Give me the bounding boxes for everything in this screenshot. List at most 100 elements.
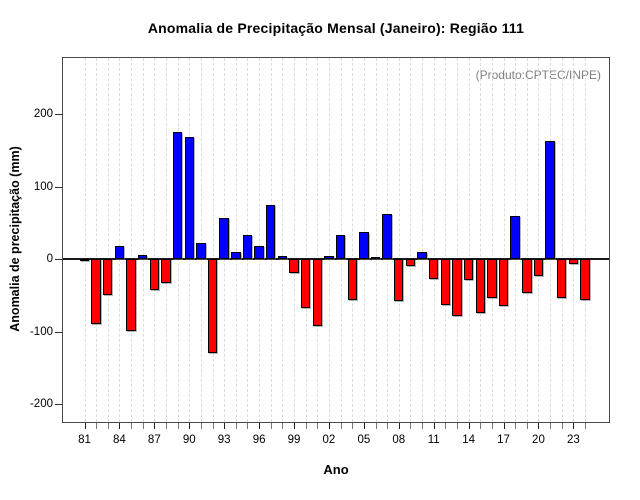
x-tick-label: 96 bbox=[252, 434, 266, 446]
bar-1998 bbox=[277, 255, 288, 260]
bar-2010 bbox=[417, 251, 427, 260]
bar-2009 bbox=[405, 259, 416, 266]
year-gridline bbox=[503, 58, 505, 422]
year-gridline bbox=[305, 58, 307, 422]
y-tick bbox=[55, 114, 62, 116]
year-gridline bbox=[468, 58, 470, 422]
x-tick bbox=[398, 423, 400, 429]
x-tick bbox=[410, 423, 412, 429]
bar-1999 bbox=[289, 259, 299, 273]
bar-2024 bbox=[580, 259, 590, 300]
y-tick bbox=[55, 186, 62, 188]
x-tick bbox=[585, 423, 587, 429]
year-gridline bbox=[294, 58, 296, 422]
year-gridline bbox=[445, 58, 447, 422]
x-tick bbox=[573, 423, 575, 429]
bar-1991 bbox=[196, 243, 206, 260]
x-tick-label: 23 bbox=[566, 434, 580, 446]
year-gridline bbox=[96, 58, 98, 422]
bar-2012 bbox=[440, 259, 451, 305]
x-tick bbox=[247, 423, 249, 429]
year-gridline bbox=[352, 58, 354, 422]
bar-2014 bbox=[463, 259, 474, 281]
x-tick bbox=[235, 423, 237, 429]
x-tick bbox=[154, 423, 156, 429]
bar-1987 bbox=[149, 259, 160, 290]
x-tick bbox=[387, 423, 389, 429]
x-tick bbox=[422, 423, 424, 429]
year-gridline bbox=[259, 58, 261, 422]
bar-1990 bbox=[184, 136, 194, 260]
bar-2004 bbox=[347, 259, 357, 301]
x-tick-label: 84 bbox=[113, 434, 126, 446]
x-tick bbox=[305, 423, 307, 429]
bar-1996 bbox=[254, 246, 264, 260]
x-tick-label: 90 bbox=[182, 434, 196, 446]
bar-2003 bbox=[335, 234, 346, 260]
x-tick bbox=[491, 423, 493, 429]
bar-2018 bbox=[510, 215, 520, 260]
x-tick-label: 93 bbox=[217, 434, 231, 446]
x-tick-label: 05 bbox=[357, 434, 371, 446]
bar-1984 bbox=[114, 246, 125, 260]
x-tick bbox=[107, 423, 109, 429]
x-tick-label: 11 bbox=[427, 434, 440, 446]
year-gridline bbox=[200, 58, 202, 422]
x-tick bbox=[433, 423, 435, 429]
bar-1988 bbox=[161, 259, 171, 284]
y-tick bbox=[55, 403, 62, 405]
year-gridline bbox=[317, 58, 319, 422]
year-gridline bbox=[142, 58, 144, 422]
bar-1995 bbox=[242, 234, 253, 260]
year-gridline bbox=[538, 58, 540, 422]
bar-1986 bbox=[138, 254, 148, 260]
year-gridline bbox=[480, 58, 482, 422]
x-tick bbox=[189, 423, 191, 429]
x-tick bbox=[131, 423, 133, 429]
bar-2008 bbox=[394, 259, 404, 302]
x-tick bbox=[375, 423, 377, 429]
x-axis-label: Ano bbox=[323, 462, 349, 477]
x-tick bbox=[270, 423, 272, 429]
bar-1994 bbox=[231, 251, 241, 260]
x-tick bbox=[317, 423, 319, 429]
bar-2015 bbox=[475, 259, 485, 314]
bar-1989 bbox=[172, 131, 183, 260]
x-tick-label: 08 bbox=[392, 434, 406, 446]
year-gridline bbox=[131, 58, 133, 422]
year-gridline bbox=[282, 58, 284, 422]
y-tick-label: 100 bbox=[33, 180, 53, 193]
x-tick bbox=[445, 423, 447, 429]
x-tick bbox=[119, 423, 121, 429]
bar-2023 bbox=[568, 259, 579, 265]
year-gridline bbox=[235, 58, 237, 422]
x-tick bbox=[328, 423, 330, 429]
x-tick bbox=[200, 423, 202, 429]
y-tick-label: 200 bbox=[33, 108, 53, 121]
bar-2020 bbox=[533, 259, 544, 276]
x-tick bbox=[282, 423, 284, 429]
x-tick-label: 81 bbox=[78, 434, 91, 446]
year-gridline bbox=[456, 58, 458, 422]
x-tick-label: 99 bbox=[287, 434, 301, 446]
bar-2017 bbox=[498, 259, 509, 307]
year-gridline bbox=[422, 58, 424, 422]
year-gridline bbox=[119, 58, 121, 422]
x-tick bbox=[456, 423, 458, 429]
year-gridline bbox=[573, 58, 575, 422]
x-tick bbox=[294, 423, 296, 429]
x-tick bbox=[352, 423, 354, 429]
x-tick bbox=[561, 423, 563, 429]
year-gridline bbox=[398, 58, 400, 422]
bar-1997 bbox=[266, 204, 276, 260]
year-gridline bbox=[212, 58, 214, 422]
bar-2007 bbox=[382, 214, 392, 260]
x-tick-label: 20 bbox=[532, 434, 545, 446]
year-gridline bbox=[561, 58, 563, 422]
zero-line bbox=[63, 258, 609, 261]
x-tick-label: 02 bbox=[322, 434, 336, 446]
y-tick-label: 0 bbox=[46, 253, 53, 266]
bar-2001 bbox=[312, 259, 322, 327]
x-tick bbox=[259, 423, 261, 429]
